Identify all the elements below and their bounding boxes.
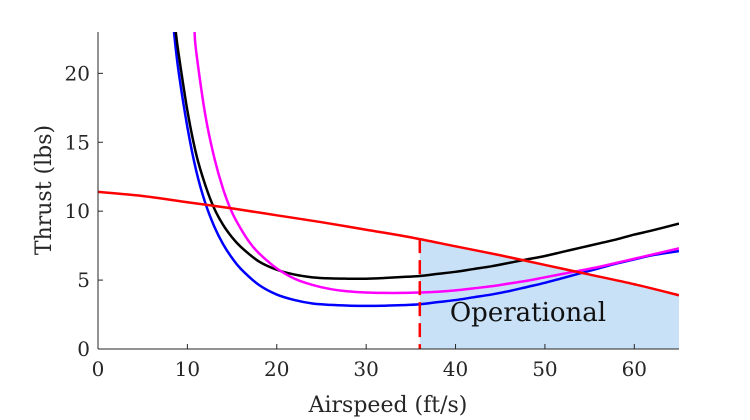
y-tick-label: 5 — [77, 268, 90, 292]
x-tick-label: 20 — [264, 357, 289, 381]
x-tick-label: 40 — [443, 357, 468, 381]
x-axis-title: Airspeed (ft/s) — [308, 393, 468, 418]
y-tick-label: 0 — [77, 337, 90, 361]
thrust-required-magenta-line — [193, 32, 679, 295]
x-tick-label: 30 — [353, 357, 378, 381]
x-tick-label: 50 — [532, 357, 557, 381]
x-tick-label: 0 — [92, 357, 105, 381]
thrust-available-red-line — [98, 190, 679, 297]
thrust-required-blue-line — [172, 32, 679, 308]
x-tick-label: 60 — [622, 357, 647, 381]
x-tick-label: 10 — [175, 357, 200, 381]
operational-region-label: Operational — [450, 298, 606, 328]
labels-layer: Airspeed (ft/s) Thrust (lbs) Operational — [32, 125, 606, 418]
y-tick-label: 20 — [65, 61, 90, 85]
axes-layer: 0 10 20 30 40 50 60 0 5 10 15 20 — [65, 32, 679, 381]
y-tick-label: 10 — [65, 199, 90, 223]
y-axis-title: Thrust (lbs) — [32, 125, 57, 255]
y-tick-label: 15 — [65, 130, 90, 154]
series-lines-layer — [98, 32, 679, 349]
thrust-required-black-line — [174, 32, 679, 281]
